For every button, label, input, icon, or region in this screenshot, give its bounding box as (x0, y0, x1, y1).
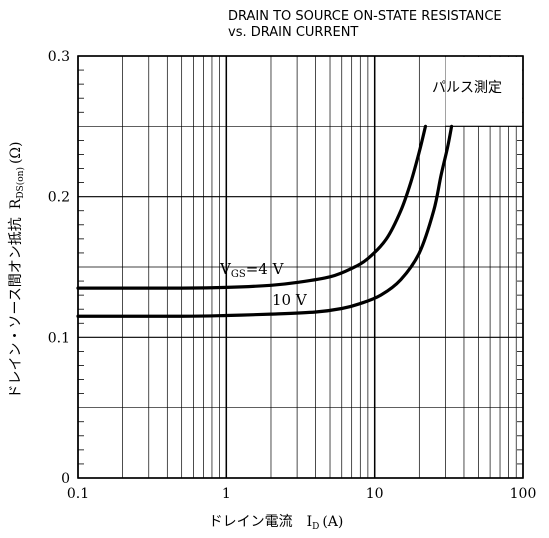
y-tick-labels: 0 0.1 0.2 0.3 (48, 49, 70, 487)
x-axis-label-sym: I (307, 514, 313, 530)
x-tick-label: 0.1 (67, 486, 89, 502)
series-label-vgs4-main: V (219, 260, 232, 278)
chart-title-line2: vs. DRAIN CURRENT (228, 25, 358, 40)
y-axis-label-sub: DS(on) (15, 167, 26, 199)
note-box (445, 57, 522, 127)
x-tick-label: 100 (510, 486, 537, 502)
series-label-vgs4-sub: GS (231, 269, 246, 280)
x-axis-label-sub: D (312, 522, 319, 532)
y-axis-label-unit: (Ω) (8, 141, 24, 164)
y-axis-label: ドレイン・ソース間オン抵抗 RDS(on) (Ω) (8, 141, 26, 398)
y-tick-label: 0.2 (48, 190, 70, 206)
y-tick-label: 0.1 (48, 330, 70, 346)
y-axis-label-sym: R (8, 198, 24, 209)
curves (76, 124, 454, 318)
y-axis-label-jp: ドレイン・ソース間オン抵抗 (8, 217, 24, 398)
x-tick-label: 1 (222, 486, 231, 502)
y-tick-label: 0.3 (48, 49, 70, 65)
series-label-vgs4: VGS=4 V (219, 260, 285, 280)
x-axis-label: ドレイン電流 ID (A) (209, 514, 344, 532)
x-axis-label-jp: ドレイン電流 (209, 514, 293, 530)
x-tick-labels: 0.1 1 10 100 (67, 486, 537, 502)
series-label-vgs4-rest: =4 V (246, 260, 285, 278)
grid-lines (77, 55, 524, 479)
note-label: パルス測定 (432, 80, 502, 96)
series-label-10v: 10 V (272, 291, 308, 309)
series-curve-10v (76, 124, 454, 318)
x-tick-label: 10 (366, 486, 384, 502)
y-tick-label: 0 (61, 471, 70, 487)
chart-title-line1: DRAIN TO SOURCE ON-STATE RESISTANCE (228, 9, 502, 24)
x-axis-label-unit: (A) (322, 514, 343, 530)
series-curve-vgs4 (76, 124, 428, 290)
plot-frame (77, 55, 524, 479)
